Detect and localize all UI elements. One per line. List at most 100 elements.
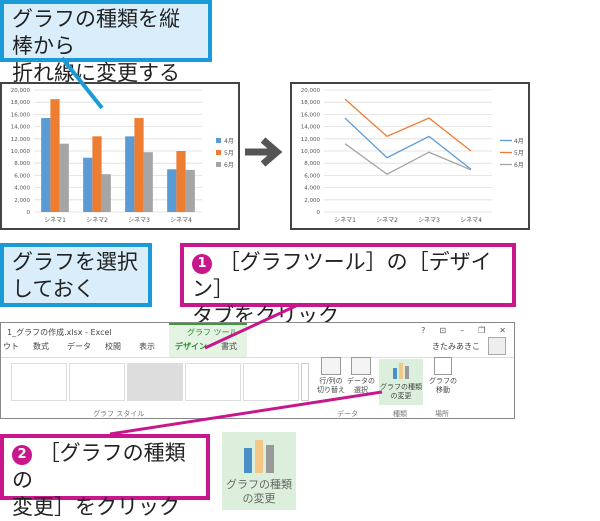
- right-arrow-icon: [245, 137, 283, 167]
- move-chart-icon: [434, 357, 452, 375]
- y-tick-label: 18,000: [301, 100, 321, 106]
- bar: [134, 118, 144, 212]
- y-tick-label: 4,000: [304, 186, 320, 192]
- label: グラフの種類: [226, 478, 292, 491]
- callout-line: ［グラフツール］の［デザイン］: [192, 250, 492, 301]
- chart-type-icon: [244, 440, 274, 473]
- legend-label: 6月: [224, 162, 234, 169]
- y-tick-label: 14,000: [301, 125, 321, 131]
- ribbon-display-icon[interactable]: ⊡: [439, 326, 447, 335]
- label: データの: [347, 377, 375, 385]
- chart-style-3[interactable]: [127, 363, 183, 401]
- chart-style-2[interactable]: [69, 363, 125, 401]
- y-tick-label: 8,000: [14, 161, 30, 167]
- bar: [143, 152, 153, 212]
- chart-style-4[interactable]: [185, 363, 241, 401]
- restore-button[interactable]: ❐: [478, 326, 486, 335]
- bar: [50, 99, 60, 212]
- x-tick-label: シネマ1: [44, 217, 66, 224]
- label: の変更: [242, 492, 276, 505]
- label: グラフの: [429, 377, 457, 385]
- help-icon[interactable]: ?: [421, 326, 426, 335]
- legend-label: 5月: [514, 150, 524, 157]
- y-tick-label: 18,000: [11, 100, 31, 106]
- step2-callout: 2 ［グラフの種類の 変更］をクリック: [0, 434, 210, 519]
- step-number: 2: [12, 445, 32, 465]
- tab-formulas[interactable]: 数式: [33, 342, 49, 351]
- y-tick-label: 16,000: [11, 112, 31, 118]
- x-tick-label: シネマ1: [334, 217, 356, 224]
- legend-label: 6月: [514, 162, 524, 169]
- callout-line: ［グラフの種類の: [12, 441, 186, 492]
- legend-label: 4月: [514, 138, 524, 145]
- user-name[interactable]: きたみあきこ: [432, 342, 480, 351]
- group-label: 種類: [393, 410, 407, 418]
- bar: [92, 136, 102, 212]
- group-label: グラフ スタイル: [93, 410, 145, 418]
- step1-callout: 1 ［グラフツール］の［デザイン］ タブをクリック: [180, 243, 516, 328]
- minimize-button[interactable]: –: [460, 326, 465, 335]
- chart-tools-label: グラフ ツール: [187, 328, 238, 337]
- label: 選択: [354, 386, 368, 394]
- select-data-icon: [351, 357, 371, 375]
- label: グラフの種類: [380, 383, 422, 391]
- gallery-scroll[interactable]: [301, 363, 309, 401]
- y-tick-label: 6,000: [14, 173, 30, 179]
- callout-line: グラフを選択: [12, 250, 138, 274]
- select-data-button[interactable]: データの 選択: [347, 357, 375, 395]
- chart-style-1[interactable]: [11, 363, 67, 401]
- change-chart-type-button[interactable]: グラフの種類 の変更: [379, 359, 423, 405]
- select-callout: グラフを選択 しておく: [0, 243, 152, 307]
- legend-label: 4月: [224, 138, 234, 145]
- tab-data[interactable]: データ: [67, 342, 91, 351]
- y-tick-label: 10,000: [301, 149, 321, 155]
- label: 切り替え: [317, 386, 345, 394]
- x-tick-label: シネマ4: [460, 217, 482, 224]
- excel-ribbon: 1_グラフの作成.xlsx - Excel グラフ ツール ? ⊡ – ❐ ✕ …: [0, 322, 515, 419]
- close-button[interactable]: ✕: [499, 326, 506, 335]
- bar: [125, 136, 135, 212]
- legend-swatch: [216, 162, 221, 167]
- callout-line: 変更］をクリック: [12, 495, 180, 519]
- switch-row-column-button[interactable]: 行/列の 切り替え: [317, 357, 345, 395]
- move-chart-button[interactable]: グラフの 移動: [429, 357, 457, 395]
- tab-layout[interactable]: ウト: [3, 342, 19, 351]
- line-chart: 0 2,000 4,000 6,000 8,000 10,000 12,000 14,000 1…: [290, 82, 530, 230]
- title-callout: グラフの種類を縦棒から 折れ線に変更する: [0, 0, 212, 85]
- tab-format[interactable]: 書式: [221, 342, 237, 351]
- bar-chart[interactable]: 0 2,000 4,000 6,000 8,000 10,000 12,000 14,000 1…: [0, 82, 240, 230]
- callout-line: グラフの種類を縦棒から: [12, 7, 180, 58]
- series-line: [344, 98, 472, 152]
- tab-design[interactable]: デザイン: [175, 342, 207, 351]
- tab-view[interactable]: 表示: [139, 342, 155, 351]
- x-tick-label: シネマ2: [376, 217, 398, 224]
- y-tick-label: 4,000: [14, 186, 30, 192]
- y-tick-label: 0: [27, 210, 31, 216]
- y-tick-label: 8,000: [304, 161, 320, 167]
- bar: [185, 169, 195, 212]
- bar: [167, 169, 177, 212]
- group-label: 場所: [435, 410, 449, 418]
- legend-swatch: [216, 150, 221, 155]
- series-line: [344, 143, 472, 175]
- y-tick-label: 20,000: [301, 88, 321, 94]
- legend-swatch: [216, 138, 221, 143]
- window-title: 1_グラフの作成.xlsx - Excel: [7, 328, 112, 337]
- series-line: [344, 117, 472, 170]
- step-number: 1: [192, 254, 212, 274]
- x-tick-label: シネマ3: [128, 217, 150, 224]
- y-tick-label: 20,000: [11, 88, 31, 94]
- y-tick-label: 2,000: [14, 198, 30, 204]
- chart-style-5[interactable]: [243, 363, 299, 401]
- y-tick-label: 10,000: [11, 149, 31, 155]
- avatar[interactable]: [488, 337, 506, 355]
- y-tick-label: 6,000: [304, 173, 320, 179]
- chart-type-icon: [393, 363, 409, 379]
- switch-icon: [321, 357, 341, 375]
- x-tick-label: シネマ4: [170, 217, 192, 224]
- zoomed-change-chart-type-button: グラフの種類 の変更: [222, 432, 296, 510]
- y-tick-label: 12,000: [11, 137, 31, 143]
- callout-line: しておく: [12, 277, 95, 301]
- tab-review[interactable]: 校閲: [105, 342, 121, 351]
- y-tick-label: 0: [317, 210, 321, 216]
